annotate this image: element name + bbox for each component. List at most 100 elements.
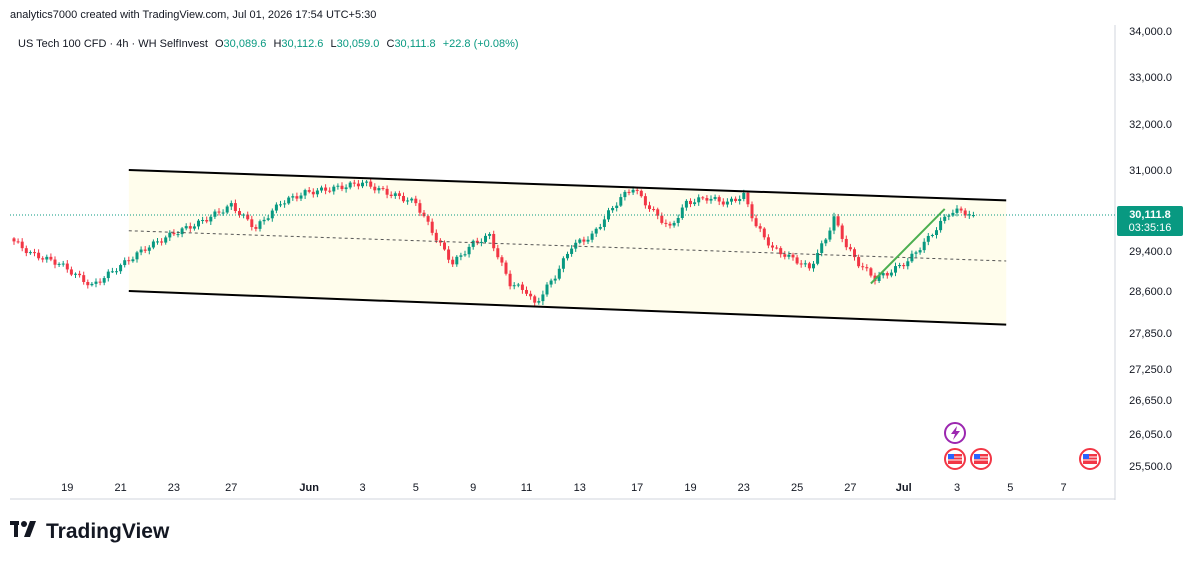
channel-mid-line[interactable]: [128, 230, 1007, 262]
us-flag-icon[interactable]: [1079, 448, 1101, 470]
candle: [963, 208, 967, 219]
candle: [529, 290, 533, 300]
candle-body: [853, 249, 856, 258]
candle-body: [959, 208, 963, 211]
candle-body: [475, 240, 479, 243]
candle-body: [110, 271, 114, 273]
candle-body: [939, 220, 943, 231]
tradingview-logo: TradingView: [10, 520, 170, 543]
candle: [894, 262, 897, 277]
current-price-tag: 30,111.8 03:35:16: [1117, 205, 1183, 236]
candle-body: [746, 192, 750, 205]
x-tick-label: 19: [684, 482, 696, 494]
candle-body: [270, 210, 274, 219]
candle: [28, 250, 32, 255]
us-flag-icon[interactable]: [970, 448, 992, 470]
candle: [762, 227, 766, 240]
candle: [57, 262, 61, 268]
candle-body: [598, 227, 602, 229]
candle-body: [656, 209, 660, 216]
candle: [344, 184, 348, 193]
candle-body: [861, 266, 865, 268]
candle-body: [734, 198, 738, 202]
candle-body: [82, 275, 86, 282]
y-tick-label: 27,850.0: [1129, 328, 1172, 340]
candle-body: [127, 260, 131, 262]
candle: [381, 186, 385, 191]
candle: [836, 213, 840, 228]
candle: [402, 192, 405, 203]
candle-body: [602, 219, 606, 228]
candle: [922, 238, 926, 253]
candle: [49, 253, 53, 262]
y-tick-label: 29,400.0: [1129, 246, 1172, 258]
x-tick-label: Jul: [896, 482, 912, 494]
channel-upper-line[interactable]: [128, 169, 1007, 202]
candle-body: [869, 268, 873, 276]
candle: [283, 200, 287, 208]
candle: [598, 223, 602, 231]
candle-body: [307, 190, 311, 192]
candle: [156, 238, 159, 245]
candle-body: [619, 197, 623, 206]
candle: [602, 215, 606, 231]
candle-body: [443, 242, 446, 250]
candle: [41, 256, 45, 263]
us-flag-icon[interactable]: [944, 448, 966, 470]
candle: [184, 223, 188, 231]
candle-body: [455, 256, 459, 265]
y-tick-label: 25,500.0: [1129, 461, 1172, 473]
candle-body: [209, 216, 213, 222]
candle: [336, 183, 340, 190]
candle: [504, 260, 508, 276]
candle-body: [221, 212, 225, 214]
candle-body: [295, 196, 299, 199]
candle-body: [352, 182, 356, 184]
candle-body: [668, 223, 672, 226]
candle-body: [151, 241, 155, 248]
candle: [861, 262, 865, 271]
candle-body: [467, 246, 471, 255]
candle: [918, 247, 922, 255]
candle-body: [791, 254, 795, 258]
candle-body: [37, 252, 41, 259]
lightning-event-icon[interactable]: [944, 422, 966, 444]
candle-body: [926, 235, 930, 242]
candle-body: [807, 263, 811, 269]
candle-body: [57, 263, 61, 265]
candle: [721, 198, 725, 207]
symbol-title: US Tech 100 CFD · 4h · WH SelfInvest O30…: [18, 38, 519, 50]
candle-body: [877, 275, 881, 282]
candle-body: [188, 226, 192, 229]
candle: [771, 241, 774, 251]
candle: [270, 208, 274, 222]
candle-body: [53, 259, 57, 265]
candle: [766, 234, 770, 249]
candle-body: [213, 211, 217, 217]
candle: [246, 211, 250, 221]
candle-body: [537, 301, 541, 303]
candle: [90, 281, 94, 287]
candle: [274, 202, 278, 214]
candle-body: [12, 238, 16, 242]
candle: [192, 223, 196, 231]
candle-body: [426, 216, 430, 222]
candle: [53, 256, 57, 269]
candle: [61, 260, 65, 267]
candle-body: [143, 249, 147, 251]
candle: [201, 216, 205, 224]
candle-body: [676, 217, 680, 223]
channel-lower-line[interactable]: [128, 290, 1007, 326]
candle-body: [971, 214, 975, 217]
x-tick-label: 25: [791, 482, 803, 494]
candle: [516, 282, 520, 288]
candle: [709, 195, 713, 204]
candle-body: [611, 208, 615, 211]
x-tick-label: 5: [1007, 482, 1013, 494]
green-trendline[interactable]: [870, 208, 946, 285]
candle: [951, 209, 955, 217]
candle: [172, 229, 176, 237]
candle-body: [488, 233, 492, 236]
candle-body: [594, 228, 598, 234]
